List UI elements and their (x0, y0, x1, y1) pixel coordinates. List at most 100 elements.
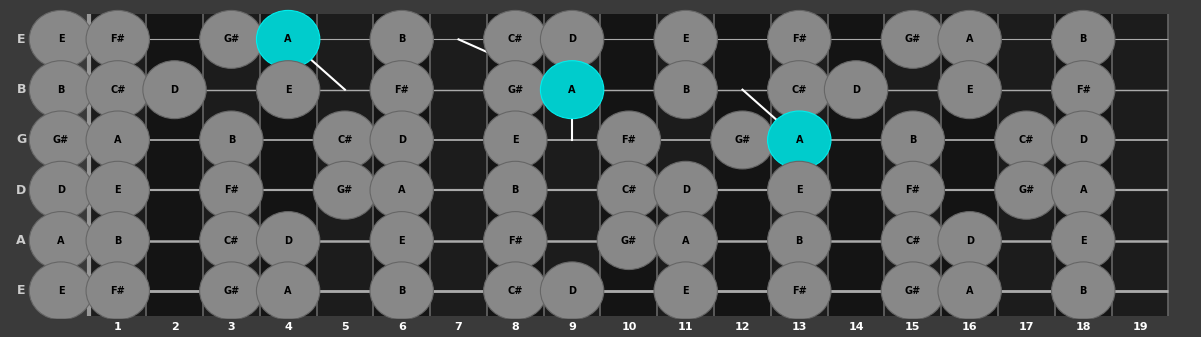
Ellipse shape (994, 111, 1058, 169)
Ellipse shape (994, 161, 1058, 219)
Text: G#: G# (336, 185, 353, 195)
Text: A: A (285, 34, 292, 44)
Text: F#: F# (622, 135, 637, 145)
Bar (259, 14, 317, 316)
Text: 17: 17 (1018, 322, 1034, 332)
Text: A: A (58, 236, 65, 246)
Ellipse shape (1052, 161, 1115, 219)
Ellipse shape (257, 262, 319, 320)
Text: E: E (1080, 236, 1087, 246)
Ellipse shape (29, 212, 92, 270)
Text: 2: 2 (171, 322, 179, 332)
Text: E: E (796, 185, 802, 195)
Ellipse shape (313, 111, 377, 169)
Text: 14: 14 (848, 322, 864, 332)
Text: F#: F# (508, 236, 522, 246)
Bar (374, 14, 430, 316)
Ellipse shape (484, 161, 546, 219)
Ellipse shape (938, 61, 1002, 119)
Text: C#: C# (508, 286, 522, 296)
Text: C#: C# (508, 34, 522, 44)
Ellipse shape (86, 111, 149, 169)
Ellipse shape (370, 111, 434, 169)
Bar (203, 14, 259, 316)
Text: B: B (909, 135, 916, 145)
Text: G#: G# (904, 286, 921, 296)
Bar (544, 14, 600, 316)
Text: C#: C# (337, 135, 353, 145)
Ellipse shape (29, 10, 92, 68)
Text: D: D (398, 135, 406, 145)
Ellipse shape (86, 212, 149, 270)
Ellipse shape (86, 10, 149, 68)
Text: A: A (682, 236, 689, 246)
Ellipse shape (540, 61, 604, 119)
Ellipse shape (484, 61, 546, 119)
Ellipse shape (199, 161, 263, 219)
Text: E: E (967, 85, 973, 95)
Bar (998, 14, 1054, 316)
Ellipse shape (370, 262, 434, 320)
Ellipse shape (767, 161, 831, 219)
Text: D: D (568, 286, 576, 296)
Text: G#: G# (1018, 185, 1034, 195)
Ellipse shape (199, 10, 263, 68)
Text: C#: C# (906, 236, 920, 246)
Text: A: A (966, 286, 973, 296)
Ellipse shape (597, 161, 661, 219)
Text: D: D (171, 85, 179, 95)
Text: B: B (398, 286, 406, 296)
Text: D: D (56, 185, 65, 195)
Ellipse shape (1052, 262, 1115, 320)
Text: F#: F# (223, 185, 239, 195)
Bar (430, 14, 486, 316)
Text: E: E (17, 33, 25, 46)
Bar (942, 14, 998, 316)
Text: 8: 8 (512, 322, 519, 332)
Text: B: B (114, 236, 121, 246)
Text: 7: 7 (455, 322, 462, 332)
Text: E: E (58, 286, 65, 296)
Text: D: D (682, 185, 689, 195)
Ellipse shape (257, 212, 319, 270)
Text: A: A (966, 34, 973, 44)
Text: G#: G# (223, 286, 239, 296)
Ellipse shape (655, 262, 717, 320)
Bar (600, 14, 657, 316)
Ellipse shape (655, 61, 717, 119)
Ellipse shape (1052, 212, 1115, 270)
Text: 19: 19 (1133, 322, 1148, 332)
Bar (884, 14, 942, 316)
Text: G#: G# (223, 34, 239, 44)
Ellipse shape (540, 262, 604, 320)
Text: 16: 16 (962, 322, 978, 332)
Text: B: B (228, 135, 235, 145)
Ellipse shape (540, 10, 604, 68)
Bar (317, 14, 374, 316)
Ellipse shape (370, 61, 434, 119)
Bar (715, 14, 771, 316)
Text: C#: C# (223, 236, 239, 246)
Ellipse shape (199, 212, 263, 270)
Ellipse shape (938, 212, 1002, 270)
Text: C#: C# (1018, 135, 1034, 145)
Text: D: D (285, 236, 292, 246)
Ellipse shape (597, 111, 661, 169)
Text: 18: 18 (1076, 322, 1091, 332)
Ellipse shape (370, 161, 434, 219)
Ellipse shape (29, 262, 92, 320)
Text: D: D (852, 85, 860, 95)
Ellipse shape (882, 10, 944, 68)
Ellipse shape (484, 262, 546, 320)
Text: B: B (58, 85, 65, 95)
Ellipse shape (597, 212, 661, 270)
Text: 11: 11 (677, 322, 693, 332)
Ellipse shape (882, 111, 944, 169)
Text: B: B (1080, 286, 1087, 296)
Text: E: E (682, 34, 689, 44)
Ellipse shape (767, 212, 831, 270)
Ellipse shape (86, 161, 149, 219)
Text: 12: 12 (735, 322, 751, 332)
Text: 10: 10 (621, 322, 637, 332)
Text: G#: G# (53, 135, 68, 145)
